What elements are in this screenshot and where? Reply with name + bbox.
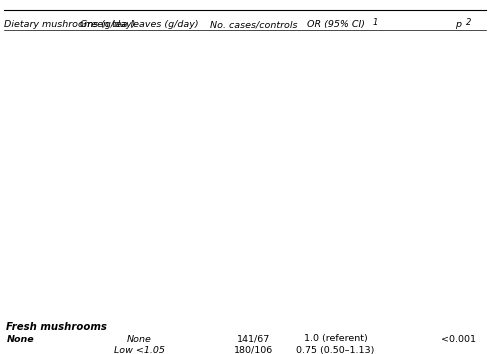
Text: Fresh mushrooms: Fresh mushrooms [6, 322, 107, 332]
Text: 1: 1 [373, 18, 378, 27]
Text: Low <1.05: Low <1.05 [114, 346, 165, 354]
Text: 141/67: 141/67 [237, 335, 270, 343]
Text: OR (95% CI): OR (95% CI) [307, 20, 365, 29]
Text: 2: 2 [466, 18, 471, 27]
Text: 1.0 (referent): 1.0 (referent) [304, 335, 368, 343]
Text: 180/106: 180/106 [234, 346, 273, 354]
Text: None: None [6, 335, 34, 343]
Text: Dietary mushrooms (g/day): Dietary mushrooms (g/day) [4, 20, 135, 29]
Text: <0.001: <0.001 [441, 335, 476, 343]
Text: p: p [455, 20, 461, 29]
Text: Green tea leaves (g/day): Green tea leaves (g/day) [80, 20, 199, 29]
Text: 0.75 (0.50–1.13): 0.75 (0.50–1.13) [296, 346, 375, 354]
Text: None: None [127, 335, 152, 343]
Text: No. cases/controls: No. cases/controls [210, 20, 297, 29]
